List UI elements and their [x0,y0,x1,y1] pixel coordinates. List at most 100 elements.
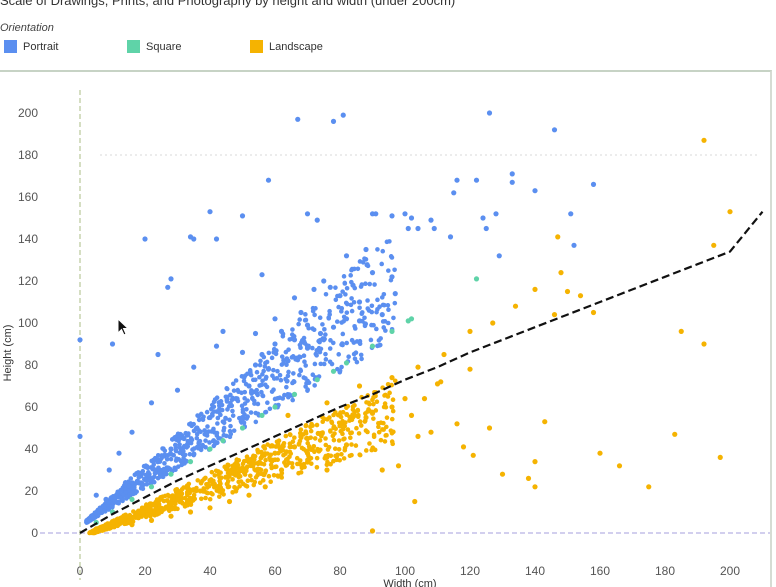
portrait-point [197,438,203,444]
landscape-point [299,435,304,440]
landscape-point [408,412,415,418]
landscape-point [198,496,204,502]
landscape-point [395,463,402,469]
portrait-point [272,316,278,322]
landscape-point [271,472,277,478]
landscape-point [412,498,418,505]
portrait-point [343,253,350,259]
portrait-point [323,351,328,357]
landscape-point [369,528,376,534]
portrait-point [295,357,301,363]
legend-item-portrait[interactable]: Portrait [4,40,58,53]
portrait-point [84,518,89,523]
portrait-point [379,312,385,318]
portrait-point [228,423,233,429]
portrait-point [115,489,121,495]
portrait-point [148,400,155,406]
portrait-point [213,440,219,445]
portrait-point [304,322,311,328]
landscape-point [385,381,391,387]
portrait-point [221,420,227,426]
portrait-point [262,364,268,369]
landscape-point [343,442,350,448]
portrait-point [144,481,150,487]
square-point [207,446,213,452]
landscape-point [294,455,300,461]
portrait-point [283,349,289,355]
landscape-point [157,504,162,509]
landscape-point [332,446,338,451]
portrait-point [230,381,236,387]
portrait-point [318,361,324,367]
portrait-point [241,378,247,384]
portrait-point [415,225,421,232]
portrait-point [252,330,259,337]
portrait-point [380,319,386,324]
landscape-point [250,461,255,467]
landscape-point [672,431,678,437]
portrait-point [408,215,415,221]
landscape-point [186,481,192,487]
landscape-point [262,451,268,456]
portrait-point [333,297,339,303]
landscape-point [244,465,250,470]
portrait-point [330,118,337,124]
portrait-point [140,486,146,492]
portrait-point [317,349,323,355]
portrait-point [369,270,376,276]
legend-item-square[interactable]: Square [127,40,181,53]
portrait-point [473,177,480,183]
portrait-point [259,382,264,388]
portrait-point [176,437,182,442]
portrait-point [551,127,558,133]
portrait-point [341,274,347,279]
portrait-point [428,217,434,223]
landscape-point [340,431,345,437]
portrait-point [310,372,316,378]
landscape-point [357,452,363,457]
portrait-point [297,317,303,322]
y-tick-label: 60 [25,400,39,414]
portrait-point [291,379,297,384]
landscape-point [434,381,441,387]
landscape-point [194,485,199,491]
portrait-point [291,371,296,376]
portrait-point [220,328,226,334]
landscape-point [390,441,395,447]
portrait-point [227,417,232,423]
portrait-point [134,489,139,494]
portrait-point [231,388,237,393]
landscape-point [256,449,261,455]
portrait-point [344,285,350,291]
y-tick-label: 0 [31,526,38,540]
landscape-point [118,518,124,524]
landscape-point [240,461,246,467]
portrait-point [311,286,317,292]
portrait-point [191,236,197,242]
portrait-point [263,374,269,380]
portrait-point [204,433,210,438]
portrait-point [335,366,340,372]
square-point [330,368,337,374]
portrait-point [224,433,229,439]
portrait-point [352,356,358,362]
portrait-point [349,296,354,301]
landscape-point [371,395,376,400]
portrait-point [226,404,232,409]
legend-item-landscape[interactable]: Landscape [250,40,323,53]
landscape-point [678,328,684,334]
landscape-point [224,481,230,487]
landscape-point [230,477,235,482]
portrait-point [216,435,221,441]
landscape-point [156,509,161,515]
landscape-point [314,422,320,428]
portrait-point [227,434,233,440]
landscape-point [154,497,160,502]
portrait-point [170,437,175,442]
portrait-point [93,492,99,498]
y-tick-label: 200 [18,106,38,120]
landscape-point [184,489,190,495]
landscape-point [292,435,297,440]
portrait-point [145,465,150,471]
